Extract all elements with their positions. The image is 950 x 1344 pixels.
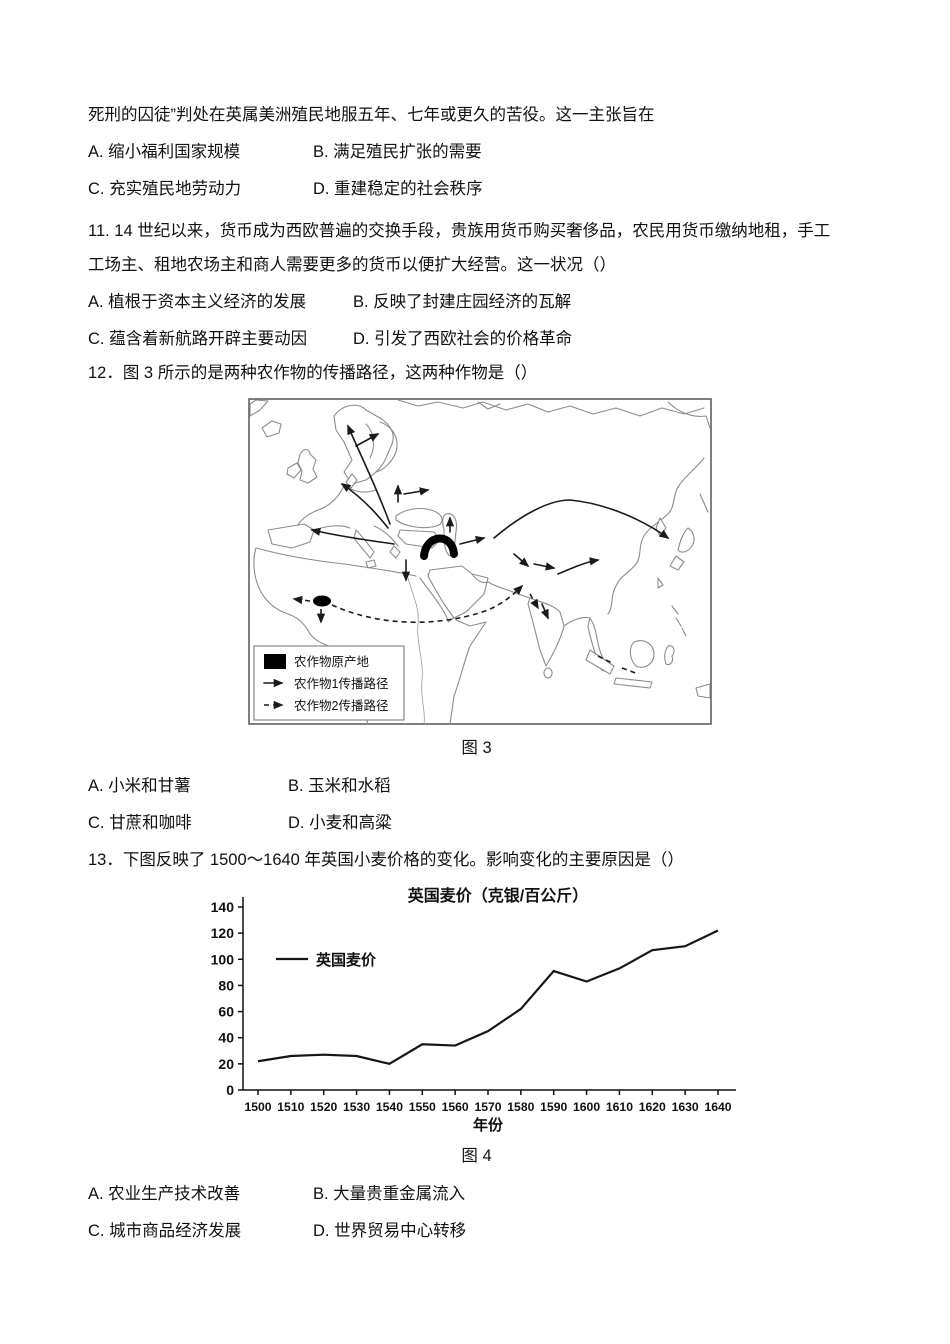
- q12-option-d: D. 小麦和高粱: [288, 814, 392, 832]
- q13-option-a: A. 农业生产技术改善: [88, 1185, 241, 1203]
- figure4-caption: 图 4: [461, 1147, 492, 1165]
- q12-option-c: C. 甘蔗和咖啡: [88, 814, 192, 832]
- crop-spread-map: 农作物原产地 农作物1传播路径 农作物2传播路径: [248, 398, 712, 725]
- legend-origin-label: 农作物原产地: [294, 655, 370, 669]
- legend-crop2-label: 农作物2传播路径: [294, 698, 388, 713]
- legend-crop1-label: 农作物1传播路径: [294, 676, 388, 691]
- q11-option-a: A. 植根于资本主义经济的发展: [88, 293, 307, 311]
- x-tick-label: 1620: [639, 1100, 666, 1114]
- map-legend: 农作物原产地 农作物1传播路径 农作物2传播路径: [253, 645, 405, 721]
- q12-option-a: A. 小米和甘薯: [88, 777, 191, 795]
- q12-option-b: B. 玉米和水稻: [288, 777, 391, 795]
- x-tick-label: 1600: [573, 1100, 600, 1114]
- x-tick-label: 1590: [540, 1100, 567, 1114]
- q10-option-c: C. 充实殖民地劳动力: [88, 180, 242, 198]
- q10-option-a: A. 缩小福利国家规模: [88, 143, 241, 161]
- wheat-price-line: [257, 929, 719, 1066]
- x-tick-label: 1500: [244, 1100, 271, 1114]
- x-tick-label: 1540: [376, 1100, 403, 1114]
- crop-spread-map-figure: 农作物原产地 农作物1传播路径 农作物2传播路径: [248, 398, 712, 730]
- y-tick-label: 120: [211, 925, 235, 941]
- x-tick-label: 1560: [442, 1100, 469, 1114]
- q11-option-b: B. 反映了封建庄园经济的瓦解: [353, 293, 572, 311]
- x-tick-label: 1640: [704, 1100, 731, 1114]
- q13-option-c: C. 城市商品经济发展: [88, 1222, 242, 1240]
- q10-option-b: B. 满足殖民扩张的需要: [313, 143, 482, 161]
- q13-option-b: B. 大量贵重金属流入: [313, 1185, 466, 1203]
- q12-stem: 12．图 3 所示的是两种农作物的传播路径，这两种作物是（）: [88, 364, 538, 382]
- x-tick-label: 1530: [343, 1100, 370, 1114]
- x-tick-label: 1570: [474, 1100, 501, 1114]
- q13-stem: 13．下图反映了 1500～1640 年英国小麦价格的变化。影响变化的主要原因是…: [88, 851, 684, 869]
- figure3-caption: 图 3: [461, 739, 492, 757]
- q13-options-cd: C. 城市商品经济发展 D. 世界贸易中心转移: [88, 1219, 865, 1243]
- y-tick-label: 100: [211, 951, 235, 967]
- x-tick-label: 1630: [672, 1100, 699, 1114]
- y-tick-label: 60: [218, 1004, 234, 1020]
- q11-stem-line2: 工场主、租地农场主和商人需要更多的货币以便扩大经营。这一状况（）: [88, 256, 616, 274]
- q12-options-ab: A. 小米和甘薯 B. 玉米和水稻: [88, 774, 865, 798]
- crop1-origin-arc: [420, 534, 458, 560]
- y-tick-label: 80: [218, 977, 234, 993]
- q10-options-cd: C. 充实殖民地劳动力 D. 重建稳定的社会秩序: [88, 177, 865, 201]
- x-tick-label: 1510: [277, 1100, 304, 1114]
- y-tick-label: 20: [218, 1056, 234, 1072]
- x-tick-label: 1610: [606, 1100, 633, 1114]
- q11-stem-line1: 11. 14 世纪以来，货币成为西欧普遍的交换手段，贵族用货币购买奢侈品，农民用…: [88, 222, 831, 240]
- crop1-spread-arrows: [310, 424, 670, 620]
- y-tick-label: 0: [226, 1082, 234, 1098]
- q12-options-cd: C. 甘蔗和咖啡 D. 小麦和高粱: [88, 811, 865, 835]
- q10-stem: 死刑的囚徒”判处在英属美洲殖民地服五年、七年或更久的苦役。这一主张旨在: [88, 106, 655, 124]
- chart-legend-label: 英国麦价: [316, 951, 377, 969]
- crop2-spread-arrows: [292, 584, 639, 675]
- q11-options-ab: A. 植根于资本主义经济的发展 B. 反映了封建庄园经济的瓦解: [88, 290, 865, 314]
- q11-option-d: D. 引发了西欧社会的价格革命: [353, 330, 573, 348]
- x-tick-label: 1520: [310, 1100, 337, 1114]
- y-tick-label: 40: [218, 1030, 234, 1046]
- wheat-price-chart: 英国麦价（克银/百公斤） 0 20 40 60 80 100 120 140 1500 1510 15…: [211, 886, 736, 1134]
- y-tick-label: 140: [211, 899, 235, 915]
- q13-options-ab: A. 农业生产技术改善 B. 大量贵重金属流入: [88, 1182, 865, 1206]
- wheat-price-chart-figure: 英国麦价（克银/百公斤） 0 20 40 60 80 100 120 140 1500 1510 15…: [188, 885, 748, 1142]
- chart-title: 英国麦价（克银/百公斤）: [407, 886, 588, 905]
- q11-stem: 11. 14 世纪以来，货币成为西欧普遍的交换手段，贵族用货币购买奢侈品，农民用…: [88, 214, 865, 282]
- q10-options-ab: A. 缩小福利国家规模 B. 满足殖民扩张的需要: [88, 140, 865, 164]
- crop2-origin-marker: [313, 595, 331, 607]
- x-axis-label: 年份: [473, 1116, 504, 1134]
- legend-origin-swatch: [264, 654, 286, 669]
- q10-option-d: D. 重建稳定的社会秩序: [313, 180, 483, 198]
- x-tick-label: 1550: [409, 1100, 436, 1114]
- q13-option-d: D. 世界贸易中心转移: [313, 1222, 467, 1240]
- x-tick-label: 1580: [507, 1100, 534, 1114]
- q11-options-cd: C. 蕴含着新航路开辟主要动因 D. 引发了西欧社会的价格革命: [88, 327, 865, 351]
- q11-option-c: C. 蕴含着新航路开辟主要动因: [88, 330, 308, 348]
